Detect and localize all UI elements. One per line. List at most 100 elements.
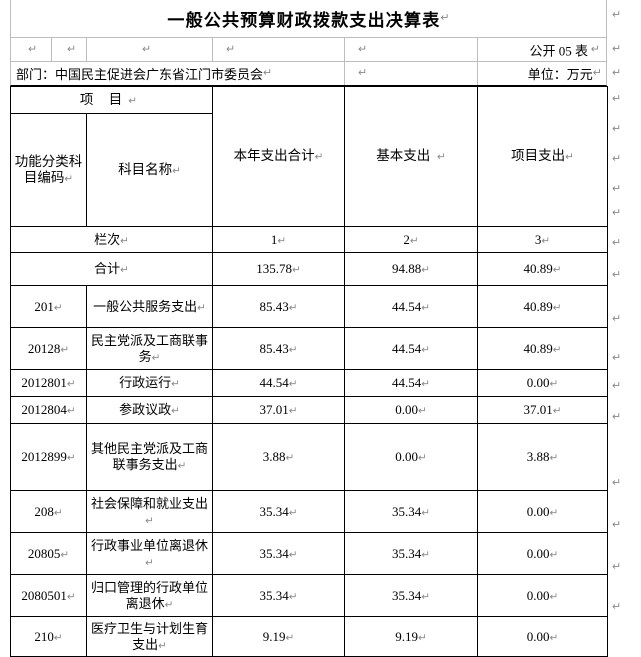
row-code: 20805↵ [10, 532, 87, 575]
pilcrow-icon: ↵ [53, 506, 63, 519]
pilcrow-icon: ↵ [417, 452, 427, 465]
form-number-label: 公开 05 表 [529, 43, 588, 58]
pilcrow-icon: ↵ [53, 301, 63, 314]
row-total: 9.19↵ [212, 616, 345, 657]
row-basic: 9.19↵ [344, 616, 478, 657]
pilcrow-icon: ↵ [552, 343, 562, 356]
department-cell: 部门：中国民主促进会广东省江门市委员会 ↵ [11, 62, 345, 85]
pilcrow-icon: ↵ [142, 43, 152, 55]
pilcrow-icon: ↵ [285, 631, 295, 644]
pilcrow-icon: ↵ [314, 151, 324, 164]
row-name: 行政事业单位离退休↵ [86, 532, 213, 575]
pilcrow-icon: ↵ [549, 631, 559, 644]
row-code: 2080501↵ [10, 574, 87, 617]
pilcrow-icon: ↵ [592, 67, 602, 79]
pilcrow-icon: ↵ [28, 43, 38, 55]
row-total: 85.43↵ [212, 327, 345, 370]
row-name: 行政运行↵ [86, 369, 213, 397]
pilcrow-icon: ↵ [549, 590, 559, 603]
pilcrow-icon: ↵ [612, 352, 622, 364]
pilcrow-icon: ↵ [612, 9, 622, 21]
row-code: 2012801↵ [10, 369, 87, 397]
pilcrow-icon: ↵ [64, 173, 74, 185]
pilcrow-icon: ↵ [66, 590, 76, 603]
table-row: 2012801↵ 行政运行↵ 44.54↵ 44.54↵ 0.00↵ [10, 369, 608, 397]
pilcrow-icon: ↵ [128, 94, 144, 107]
row-basic: 35.34↵ [344, 532, 478, 575]
grand-total-total: 135.78↵ [212, 252, 345, 286]
pilcrow-icon: ↵ [612, 561, 622, 573]
header-col-basic: 基本支出 ↵ [344, 86, 478, 227]
row-basic: 0.00↵ [344, 396, 478, 424]
row-code: 210↵ [10, 616, 87, 657]
grand-total-label: 合计↵ [10, 252, 213, 286]
pilcrow-icon: ↵ [151, 351, 161, 364]
pilcrow-icon: ↵ [288, 343, 298, 356]
form-number-row: ↵ ↵ ↵ ↵ ↵ 公开 05 表 ↵ [10, 38, 607, 62]
row-name: 社会保障和就业支出↵ [86, 490, 213, 533]
pilcrow-icon: ↵ [612, 93, 622, 105]
row-name: 一般公共服务支出↵ [86, 285, 213, 328]
row-project: 40.89↵ [477, 285, 608, 328]
pilcrow-icon: ↵ [358, 43, 368, 55]
document-page: 一般公共预算财政拨款支出决算表 ↵ ↵ ↵ ↵ ↵ ↵ 公开 05 表 ↵ 部门：… [10, 0, 622, 657]
pilcrow-icon: ↵ [552, 264, 562, 277]
header-col-code-label: 功能分类科目编码 [14, 153, 83, 185]
header-col-total-label: 本年支出合计 [233, 148, 315, 164]
page-title: 一般公共预算财政拨款支出决算表 [167, 11, 441, 30]
row-basic: 44.54↵ [344, 369, 478, 397]
table-row: 2080501↵ 归口管理的行政单位离退休↵ 35.34↵ 35.34↵ 0.0… [10, 574, 608, 617]
row-name: 参政议政↵ [86, 396, 213, 424]
grand-total-project: 40.89↵ [477, 252, 608, 286]
spacer-cell-5: ↵ [345, 38, 478, 61]
spacer-cell-1: ↵ [11, 38, 52, 61]
pilcrow-icon: ↵ [60, 343, 70, 356]
row-basic: 35.34↵ [344, 574, 478, 617]
table-row: 2012899↵ 其他民主党派及工商联事务支出↵ 3.88↵ 0.00↵ 3.8… [10, 423, 608, 491]
table-row-column-numbers: 栏次↵ 1↵ 2↵ 3↵ [10, 226, 608, 253]
row-name: 医疗卫生与计划生育支出↵ [86, 616, 213, 657]
table-header-sub-row: 功能分类科目编码↵ 科目名称↵ [10, 113, 608, 227]
pilcrow-icon: ↵ [612, 207, 622, 219]
header-col-code: 功能分类科目编码↵ [10, 113, 87, 227]
table-row: 201↵ 一般公共服务支出↵ 85.43↵ 44.54↵ 40.89↵ [10, 285, 608, 328]
pilcrow-icon: ↵ [288, 405, 298, 418]
pilcrow-icon: ↵ [612, 153, 622, 165]
pilcrow-icon: ↵ [612, 183, 622, 195]
pilcrow-icon: ↵ [421, 301, 431, 314]
pilcrow-icon: ↵ [177, 460, 187, 472]
row-basic: 35.34↵ [344, 490, 478, 533]
pilcrow-icon: ↵ [421, 506, 431, 519]
grand-total-basic: 94.88↵ [344, 252, 478, 286]
pilcrow-icon: ↵ [541, 234, 551, 247]
row-basic: 0.00↵ [344, 423, 478, 491]
pilcrow-icon: ↵ [291, 264, 301, 277]
pilcrow-icon: ↵ [549, 548, 559, 561]
pilcrow-icon: ↵ [612, 67, 622, 79]
table-row: 208↵ 社会保障和就业支出↵ 35.34↵ 35.34↵ 0.00↵ [10, 490, 608, 533]
pilcrow-icon: ↵ [421, 264, 431, 277]
pilcrow-icon: ↵ [288, 548, 298, 561]
budget-expenditure-table: 项 目↵ 本年支出合计↵ 基本支出 ↵ 项目支出↵ 功能分类科目编码↵ 科目名称… [10, 86, 608, 657]
pilcrow-icon: ↵ [590, 43, 600, 55]
header-col-name: 科目名称↵ [86, 113, 213, 227]
pilcrow-icon: ↵ [549, 452, 559, 465]
row-project: 0.00↵ [477, 574, 608, 617]
row-project: 0.00↵ [477, 490, 608, 533]
pilcrow-icon: ↵ [421, 590, 431, 603]
pilcrow-icon: ↵ [612, 519, 622, 531]
pilcrow-icon: ↵ [552, 405, 562, 418]
pilcrow-icon: ↵ [440, 12, 450, 24]
table-row-grand-total: 合计↵ 135.78↵ 94.88↵ 40.89↵ [10, 252, 608, 286]
column-number-1: 1↵ [212, 226, 345, 253]
unit-cell: 单位：万元 ↵ [478, 62, 606, 85]
pilcrow-icon: ↵ [277, 234, 287, 247]
document-title-row: 一般公共预算财政拨款支出决算表 ↵ [10, 0, 607, 38]
header-col-project: 项目支出↵ [477, 86, 608, 227]
row-project: 0.00↵ [477, 532, 608, 575]
spacer-cell-3: ↵ [87, 38, 213, 61]
row-code: 2012804↵ [10, 396, 87, 424]
table-row: 20128↵ 民主党派及工商联事务↵ 85.43↵ 44.54↵ 40.89↵ [10, 327, 608, 370]
pilcrow-icon: ↵ [226, 43, 236, 55]
pilcrow-icon: ↵ [421, 548, 431, 561]
